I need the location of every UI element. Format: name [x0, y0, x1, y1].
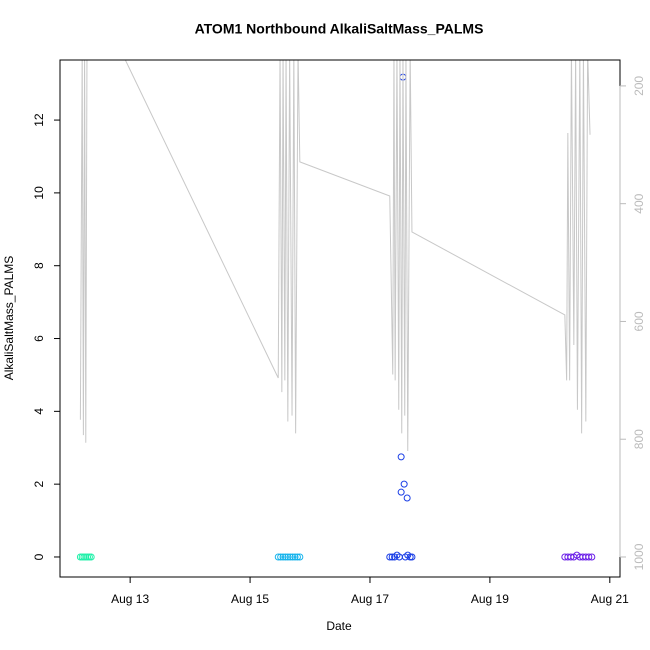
data-point: [87, 553, 95, 561]
data-point: [397, 488, 405, 496]
data-point: [408, 553, 416, 561]
data-point: [397, 453, 405, 461]
y-tick-label: 0: [32, 553, 46, 560]
data-point: [386, 553, 394, 561]
data-point: [284, 553, 292, 561]
x-tick-label: Aug 17: [351, 592, 389, 606]
data-point: [585, 553, 593, 561]
y2-tick-label: 600: [632, 311, 646, 331]
x-tick-label: Aug 19: [471, 592, 509, 606]
data-point: [293, 553, 301, 561]
data-point: [286, 553, 294, 561]
data-point: [279, 553, 287, 561]
data-point: [281, 553, 289, 561]
chart-title: ATOM1 Northbound AlkaliSaltMass_PALMS: [195, 21, 484, 37]
data-point: [588, 553, 596, 561]
y-axis-label: AlkaliSaltMass_PALMS: [2, 256, 16, 381]
data-point: [567, 553, 575, 561]
data-point: [291, 553, 299, 561]
y2-tick-label: 200: [632, 76, 646, 96]
y-tick-label: 6: [32, 335, 46, 342]
altitude-line: [79, 60, 591, 451]
data-point: [296, 553, 304, 561]
x-tick-label: Aug 13: [111, 592, 149, 606]
y-tick-label: 10: [32, 186, 46, 200]
y-tick-label: 2: [32, 481, 46, 488]
y-tick-label: 4: [32, 408, 46, 415]
data-point: [277, 553, 285, 561]
x-tick-label: Aug 15: [231, 592, 269, 606]
data-point: [274, 553, 282, 561]
data-point: [400, 480, 408, 488]
data-point: [289, 553, 297, 561]
y2-tick-label: 400: [632, 193, 646, 213]
x-tick-label: Aug 21: [591, 592, 629, 606]
plot-frame: [59, 59, 621, 578]
y-tick-label: 8: [32, 262, 46, 269]
plot-area: [76, 60, 596, 561]
data-point: [388, 553, 396, 561]
y-tick-label: 12: [32, 113, 46, 127]
y2-tick-label: 1000: [632, 543, 646, 570]
data-point: [403, 494, 411, 502]
x-axis-label: Date: [326, 619, 352, 633]
y2-tick-label: 800: [632, 429, 646, 449]
